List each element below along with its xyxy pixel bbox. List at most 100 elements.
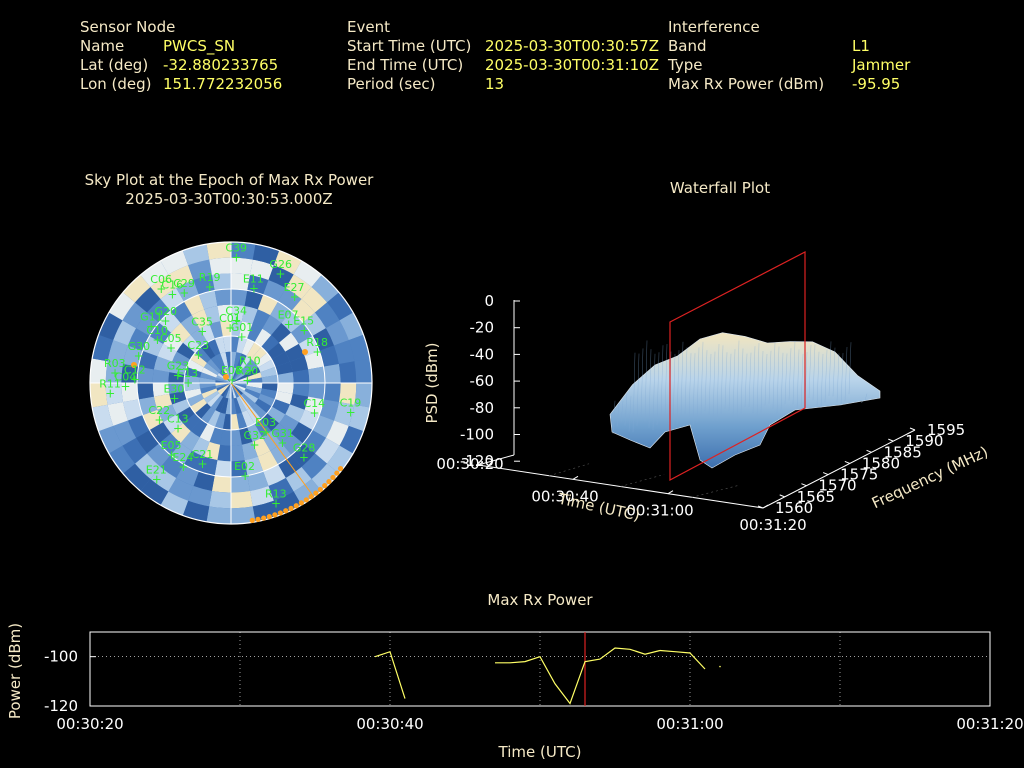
waterfall-streak <box>820 353 824 409</box>
sky-heat-cell <box>231 383 237 399</box>
interference-track-point <box>317 486 323 493</box>
freq-tick-mark <box>757 505 764 509</box>
sky-heat-cell <box>158 310 181 333</box>
satellite-marker: + <box>130 373 140 387</box>
waterfall-streak <box>812 344 816 401</box>
sky-heat-cell <box>239 427 253 445</box>
sky-heat-cell <box>163 332 183 352</box>
sky-heat-cell <box>238 355 252 371</box>
waterfall-streak <box>680 341 684 417</box>
interference-max-value: -95.95 <box>852 75 901 93</box>
sky-heat-cell <box>334 340 355 364</box>
sky-heat-cell <box>122 345 143 367</box>
maxrx-y-axis-label: Power (dBm) <box>6 623 24 719</box>
sky-heat-cell <box>271 399 290 415</box>
satellite-marker: + <box>121 380 131 394</box>
satellite-marker: + <box>198 457 208 471</box>
sky-heat-cell <box>215 380 231 383</box>
sky-heat-cell <box>281 433 304 456</box>
sky-heat-cell <box>209 427 223 445</box>
sky-heat-cell <box>246 377 263 383</box>
satellite-label: C19 <box>340 397 362 410</box>
waterfall-streak <box>684 347 688 415</box>
sky-heat-cell <box>323 383 341 403</box>
sky-heat-cell <box>134 286 161 313</box>
satellite-label: E21 <box>146 463 167 476</box>
sky-heat-cell <box>315 302 340 329</box>
sky-heat-cell <box>184 383 201 392</box>
sky-heat-cell <box>247 274 269 295</box>
waterfall-streak <box>656 352 660 425</box>
sky-heat-cell <box>281 310 304 333</box>
waterfall-grid-line <box>620 474 665 487</box>
sky-heat-cell <box>327 292 354 321</box>
sky-heat-cell <box>184 294 205 316</box>
sky-heat-cell <box>157 343 177 362</box>
maxrx-x-tick-label: 00:30:20 <box>56 715 123 733</box>
sky-heat-cell <box>186 359 204 373</box>
sky-heat-cell <box>215 396 226 413</box>
sky-heat-cell <box>298 409 320 430</box>
waterfall-streak <box>640 348 644 421</box>
maxrx-x-tick-label: 00:31:00 <box>656 715 723 733</box>
sky-heat-cell <box>244 367 261 378</box>
sky-heat-cell <box>170 322 191 343</box>
sensor-lat-value: -32.880233765 <box>163 56 279 74</box>
satellite-label: G32 <box>244 429 267 442</box>
sky-heat-cell <box>325 320 349 346</box>
sky-heat-cell <box>257 450 278 472</box>
sky-heat-cell <box>122 463 151 492</box>
waterfall-streak <box>676 350 680 424</box>
sky-heat-cell <box>289 393 309 410</box>
sky-heat-cell <box>268 265 294 289</box>
waterfall-streak <box>788 348 792 401</box>
waterfall-streak <box>644 340 648 422</box>
sky-heat-cell <box>244 456 264 476</box>
interference-track-point <box>302 349 308 355</box>
sky-heat-cell <box>277 372 294 383</box>
sky-heat-cell <box>210 395 224 411</box>
satellite-marker: + <box>197 324 207 338</box>
sky-heat-cell <box>203 390 219 404</box>
sky-heat-cell <box>203 362 219 376</box>
satellite-label: R13 <box>265 488 287 501</box>
satellite-label: R19 <box>199 271 221 284</box>
sky-heat-cell <box>215 383 231 386</box>
sky-heat-cell <box>267 406 286 424</box>
waterfall-streak <box>696 347 700 423</box>
sky-heat-cell <box>153 393 173 410</box>
sky-heat-cell <box>201 367 218 378</box>
sky-heat-cell <box>209 321 223 339</box>
sky-heat-cell <box>142 409 164 430</box>
interference-track-point <box>298 500 304 506</box>
satellite-label: R11 <box>99 378 121 391</box>
satellite-marker: + <box>193 348 203 362</box>
psd-tick-label: -100 <box>460 426 494 444</box>
waterfall-streak <box>792 340 796 405</box>
skyplot-title: Sky Plot at the Epoch of Max Rx Power <box>84 171 374 189</box>
sky-heat-cell <box>308 383 325 400</box>
psd-tick-label: -40 <box>470 345 495 363</box>
sky-heat-cell <box>263 279 286 302</box>
sky-heat-cell <box>260 388 278 400</box>
sky-heat-cell <box>231 383 234 399</box>
sky-heat-cell <box>315 437 340 464</box>
sky-heat-cell <box>190 328 208 347</box>
interference-track-point <box>293 503 299 509</box>
sky-heat-cell <box>225 398 231 415</box>
sky-heat-cell <box>206 242 231 260</box>
satellite-marker: + <box>183 376 193 390</box>
sky-heat-cell <box>231 257 253 275</box>
time-tick-mark <box>667 490 674 495</box>
sky-heat-cell <box>231 380 247 383</box>
sky-heat-cell <box>339 425 364 454</box>
sky-heat-cell <box>217 304 231 322</box>
sky-heat-cell <box>285 274 312 299</box>
sky-heat-cell <box>241 305 258 325</box>
freq-tick-label: 1575 <box>840 466 878 484</box>
sky-heat-cell <box>354 358 372 383</box>
sky-heat-cell <box>233 352 242 369</box>
satellite-label: C22 <box>148 404 170 417</box>
interference-track-point <box>322 483 328 489</box>
